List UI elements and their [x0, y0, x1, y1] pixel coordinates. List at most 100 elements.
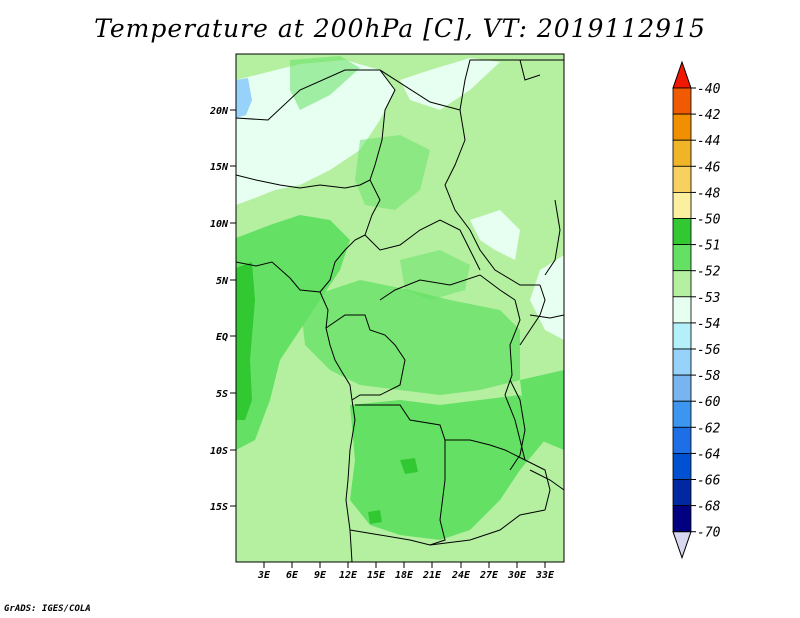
- legend-label: -44: [697, 134, 720, 149]
- legend-label: -56: [697, 343, 721, 358]
- legend-box: [672, 113, 692, 141]
- lat-label-10s: 10S: [210, 446, 228, 457]
- lon-label-9e: 9E: [314, 570, 327, 581]
- lat-label-5s: 5S: [216, 389, 228, 400]
- legend-top-triangle: [672, 60, 692, 89]
- lon-label-27e: 27E: [479, 570, 499, 581]
- lon-label-18e: 18E: [395, 570, 414, 581]
- contour-minus52-patch1: [400, 458, 418, 474]
- lat-label-5n: 5N: [216, 276, 229, 287]
- lon-label-21e: 21E: [422, 570, 442, 581]
- lon-label-3e: 3E: [257, 570, 271, 581]
- border-chad-sudan: [444, 109, 540, 286]
- lon-label-24e: 24E: [451, 570, 471, 581]
- legend-label: -62: [697, 421, 721, 436]
- legend-label: -68: [697, 500, 721, 515]
- contour-minus53-south: [350, 395, 545, 540]
- legend-box: [672, 270, 692, 298]
- legend-box: [672, 139, 692, 167]
- lon-label-30e: 30E: [507, 570, 527, 581]
- border-angola-east: [429, 440, 446, 546]
- legend-box: [672, 505, 692, 533]
- legend-label: -46: [697, 160, 721, 175]
- legend-box: [672, 244, 692, 272]
- border-cameroon: [319, 234, 366, 293]
- contour-minus52-patch2: [368, 510, 382, 524]
- legend-box: [672, 374, 692, 402]
- legend-label: -64: [697, 447, 720, 462]
- chart-title: Temperature at 200hPa [C], VT: 201911291…: [94, 14, 706, 43]
- contour-minus53-southeast: [520, 370, 564, 450]
- contour-minus53-center: [300, 280, 520, 395]
- legend-box: [672, 218, 692, 246]
- border-north-2: [379, 59, 564, 111]
- legend-label: -60: [697, 395, 721, 410]
- contour-minus53-center-north: [355, 135, 430, 210]
- legend-label: -66: [697, 474, 721, 489]
- legend-label: -42: [697, 108, 721, 123]
- border-gabon: [325, 314, 406, 401]
- legend-labels: -40 -42 -44 -46 -48 -50 -51 -52 -53 -54 -56 -58 -60 -…: [691, 82, 721, 541]
- contour-minus53-mid: [400, 250, 470, 300]
- contour-minus56-corner: [236, 78, 252, 118]
- border-lakes: [509, 379, 526, 471]
- border-west-africa: [235, 174, 371, 189]
- border-sudan-top: [519, 59, 541, 81]
- contour-minus54-eastedge: [530, 255, 564, 340]
- border-congo-north: [379, 274, 516, 301]
- lat-label-10n: 10N: [210, 219, 229, 230]
- legend-box: [672, 426, 692, 454]
- contour-minus53-northwest: [290, 56, 360, 110]
- contour-minus53-west: [236, 215, 350, 450]
- legend-label: -58: [697, 369, 721, 384]
- legend-box: [672, 191, 692, 219]
- legend-label: -52: [697, 265, 721, 280]
- border-east-lakes: [529, 314, 565, 319]
- border-drc-east: [504, 299, 526, 461]
- legend-label: -53: [697, 291, 720, 306]
- contour-minus52-coast: [236, 262, 255, 420]
- lat-label-15s: 15S: [210, 502, 228, 513]
- contour-minus54-northeast: [400, 58, 500, 110]
- legend-box: [672, 479, 692, 507]
- legend-label: -54: [697, 317, 720, 332]
- latitude-axis: 20N 15N 10N 5N EQ 5S 10S 15S: [209, 106, 236, 513]
- lat-label-eq: EQ: [216, 332, 228, 343]
- legend-box: [672, 296, 692, 324]
- lon-label-6e: 6E: [286, 570, 299, 581]
- legend-boxes: [672, 60, 692, 560]
- legend-label: -40: [697, 82, 721, 97]
- border-east-north: [544, 199, 561, 276]
- coastline-west: [235, 261, 356, 563]
- country-boundaries: [235, 59, 565, 563]
- legend-label: -50: [697, 213, 721, 228]
- legend-label: -48: [697, 186, 721, 201]
- legend-box: [672, 165, 692, 193]
- lat-label-15n: 15N: [210, 162, 229, 173]
- border-north-1: [235, 69, 396, 236]
- grads-credit: GrADS: IGES/COLA: [4, 604, 91, 614]
- contour-fills: [236, 56, 564, 540]
- border-moz: [529, 469, 565, 491]
- lat-label-20n: 20N: [209, 106, 229, 117]
- border-angola-north: [355, 404, 506, 451]
- legend-label: -51: [697, 239, 720, 254]
- border-east-2: [519, 284, 546, 346]
- border-south: [349, 509, 546, 546]
- legend-bottom-triangle: [672, 531, 692, 560]
- lon-label-12e: 12E: [339, 570, 358, 581]
- legend-box: [672, 87, 692, 115]
- legend-box: [672, 348, 692, 376]
- lon-label-15e: 15E: [367, 570, 386, 581]
- legend-box: [672, 400, 692, 428]
- lon-label-33e: 33E: [535, 570, 555, 581]
- longitude-axis: 3E 6E 9E 12E 15E 18E 21E 24E 27E 30E 33E: [257, 562, 555, 581]
- legend-box: [672, 322, 692, 350]
- contour-minus54-east: [470, 210, 520, 260]
- border-car: [364, 219, 481, 271]
- contour-minus54-north: [236, 60, 395, 205]
- legend-box: [672, 452, 692, 480]
- map-frame: [235, 53, 565, 563]
